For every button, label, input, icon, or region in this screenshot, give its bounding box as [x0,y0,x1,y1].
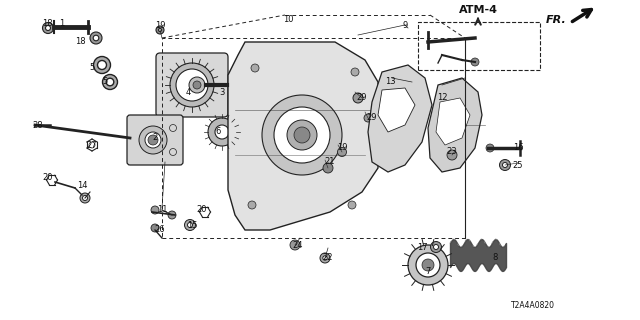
Circle shape [215,125,229,139]
Text: 19: 19 [155,20,165,29]
Text: 13: 13 [385,77,396,86]
Polygon shape [368,65,432,172]
FancyBboxPatch shape [156,53,228,117]
Polygon shape [228,42,378,230]
Circle shape [237,85,246,94]
Circle shape [287,120,317,150]
Circle shape [145,132,161,148]
Circle shape [156,26,164,34]
Circle shape [471,58,479,66]
Circle shape [90,32,102,44]
Circle shape [320,253,330,263]
Circle shape [168,211,176,219]
Text: 29: 29 [356,93,367,102]
Circle shape [193,81,201,89]
Circle shape [251,64,259,72]
Text: 28: 28 [33,121,44,130]
Circle shape [184,220,195,230]
Circle shape [188,222,193,228]
Bar [418,22,540,70]
Text: 7: 7 [426,268,431,276]
Text: 25: 25 [513,161,524,170]
Circle shape [176,69,208,101]
Text: 11: 11 [157,205,167,214]
Text: 1: 1 [60,19,65,28]
Circle shape [294,127,310,143]
Circle shape [42,22,54,34]
Text: T2A4A0820: T2A4A0820 [511,301,555,310]
Text: FR.: FR. [547,15,567,25]
Circle shape [422,259,434,271]
Circle shape [416,253,440,277]
Text: 5: 5 [90,62,95,71]
Circle shape [499,159,511,171]
Circle shape [447,150,457,160]
Circle shape [151,224,159,232]
Polygon shape [378,88,415,132]
Text: 23: 23 [447,148,458,156]
Text: 29: 29 [367,114,377,123]
Text: 24: 24 [292,241,303,250]
Circle shape [106,78,114,86]
Text: 19: 19 [337,143,348,153]
Text: 18: 18 [75,37,85,46]
Text: 21: 21 [324,157,335,166]
Circle shape [248,201,256,209]
Circle shape [139,126,167,154]
Circle shape [431,242,442,252]
Text: 3: 3 [220,87,225,97]
Circle shape [408,245,448,285]
Circle shape [323,163,333,173]
Text: 15: 15 [187,220,197,229]
Circle shape [45,26,51,30]
Circle shape [97,60,106,69]
Text: 12: 12 [436,93,447,102]
Polygon shape [428,78,482,172]
Circle shape [93,35,99,41]
Text: 27: 27 [86,140,97,149]
Circle shape [189,77,205,93]
Text: 20: 20 [196,205,207,214]
Circle shape [148,135,158,145]
Text: 16: 16 [513,143,524,153]
Circle shape [151,206,159,214]
Circle shape [93,57,111,74]
Circle shape [290,240,300,250]
Circle shape [433,244,438,250]
Circle shape [234,82,250,99]
Circle shape [102,75,118,90]
Circle shape [502,163,508,167]
Circle shape [262,95,342,175]
Circle shape [364,114,372,122]
Text: 18: 18 [42,19,52,28]
Polygon shape [436,98,470,145]
Circle shape [337,148,346,156]
Text: 8: 8 [492,253,498,262]
Circle shape [486,144,494,152]
Circle shape [323,256,327,260]
Text: 6: 6 [215,127,221,137]
Text: 17: 17 [417,244,428,252]
Circle shape [83,196,88,201]
Text: 10: 10 [283,15,293,25]
Circle shape [80,193,90,203]
Circle shape [208,118,236,146]
Text: 2: 2 [152,133,157,142]
Text: 5: 5 [102,77,108,86]
FancyBboxPatch shape [127,115,183,165]
Circle shape [351,68,359,76]
Text: 14: 14 [77,180,87,189]
Circle shape [170,63,214,107]
Text: 22: 22 [323,253,333,262]
Text: 20: 20 [43,173,53,182]
Circle shape [274,107,330,163]
Circle shape [159,28,161,31]
Text: 4: 4 [186,87,191,97]
Text: ATM-4: ATM-4 [458,5,497,15]
Text: 9: 9 [403,20,408,29]
Text: 26: 26 [155,226,165,235]
Circle shape [348,201,356,209]
Circle shape [353,93,363,103]
